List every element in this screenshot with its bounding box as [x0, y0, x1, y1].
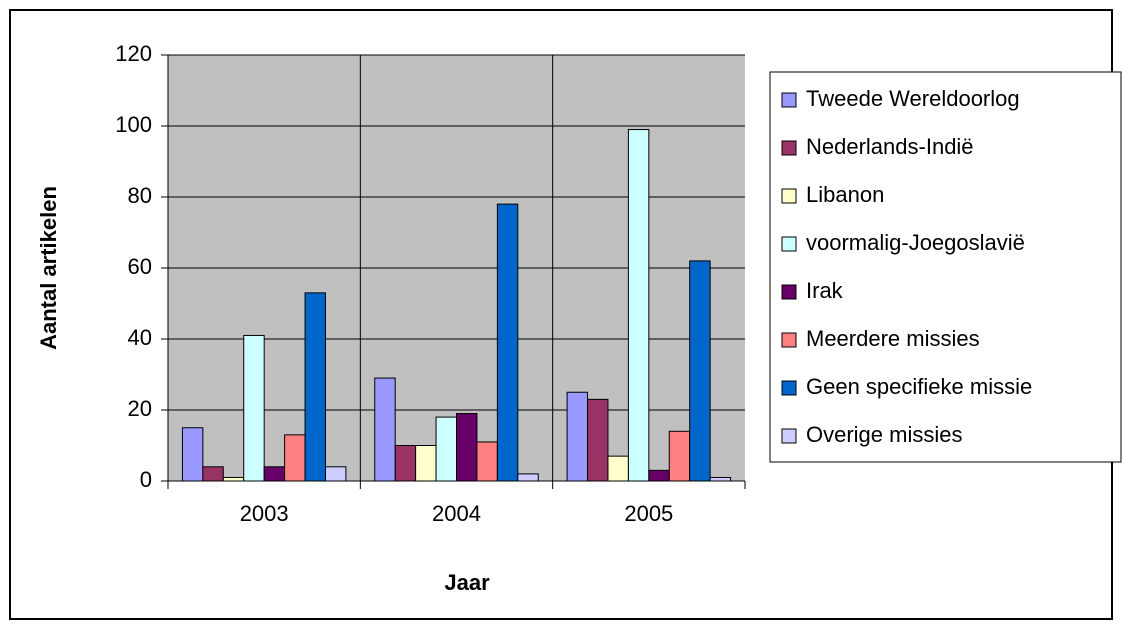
legend-swatch — [781, 140, 797, 156]
y-tick-label: 20 — [128, 396, 152, 421]
legend-label: Nederlands-Indië — [806, 134, 974, 159]
bar — [202, 466, 224, 482]
legend-swatch — [781, 428, 797, 444]
x-axis-label: Jaar — [444, 570, 490, 595]
bar — [689, 260, 711, 482]
legend-swatch — [781, 380, 797, 396]
legend-swatch — [781, 188, 797, 204]
legend-label: Irak — [806, 278, 844, 303]
bar — [415, 445, 437, 482]
bar — [456, 413, 478, 482]
bar — [648, 469, 670, 482]
bar — [668, 430, 691, 482]
bar — [627, 129, 650, 482]
x-tick-label: 2004 — [432, 501, 481, 526]
legend-label: Meerdere missies — [806, 326, 980, 351]
legend-swatch — [781, 236, 797, 252]
legend-box — [769, 71, 1122, 463]
y-tick-label: 0 — [140, 467, 152, 492]
y-tick-label: 100 — [115, 112, 152, 137]
bar — [566, 391, 589, 482]
legend-label: Geen specifieke missie — [806, 374, 1032, 399]
bar — [243, 334, 265, 482]
bar — [476, 441, 498, 482]
bar — [607, 455, 629, 482]
bar — [374, 377, 396, 482]
legend-label: Overige missies — [806, 422, 962, 447]
x-tick-label: 2003 — [240, 501, 289, 526]
y-tick-label: 120 — [115, 41, 152, 66]
legend-swatch — [781, 92, 797, 108]
bar — [324, 466, 347, 482]
y-tick-label: 60 — [128, 254, 152, 279]
legend-label: Libanon — [806, 182, 884, 207]
bar — [709, 476, 732, 482]
bar — [222, 476, 245, 482]
bar — [181, 427, 204, 482]
bar — [284, 434, 306, 482]
legend-label: Tweede Wereldoorlog — [806, 86, 1020, 111]
bar — [263, 466, 286, 482]
legend-swatch — [781, 332, 797, 348]
y-axis-label: Aantal artikelen — [36, 186, 61, 350]
bar — [517, 473, 539, 482]
legend-swatch — [781, 284, 797, 300]
y-tick-label: 40 — [128, 325, 152, 350]
bar — [394, 445, 417, 482]
x-tick-label: 2005 — [624, 501, 673, 526]
bar — [496, 203, 519, 482]
legend-label: voormalig-Joegoslavië — [806, 230, 1025, 255]
bar — [435, 416, 457, 482]
bar — [304, 292, 326, 482]
bar — [587, 398, 609, 482]
y-tick-label: 80 — [128, 183, 152, 208]
